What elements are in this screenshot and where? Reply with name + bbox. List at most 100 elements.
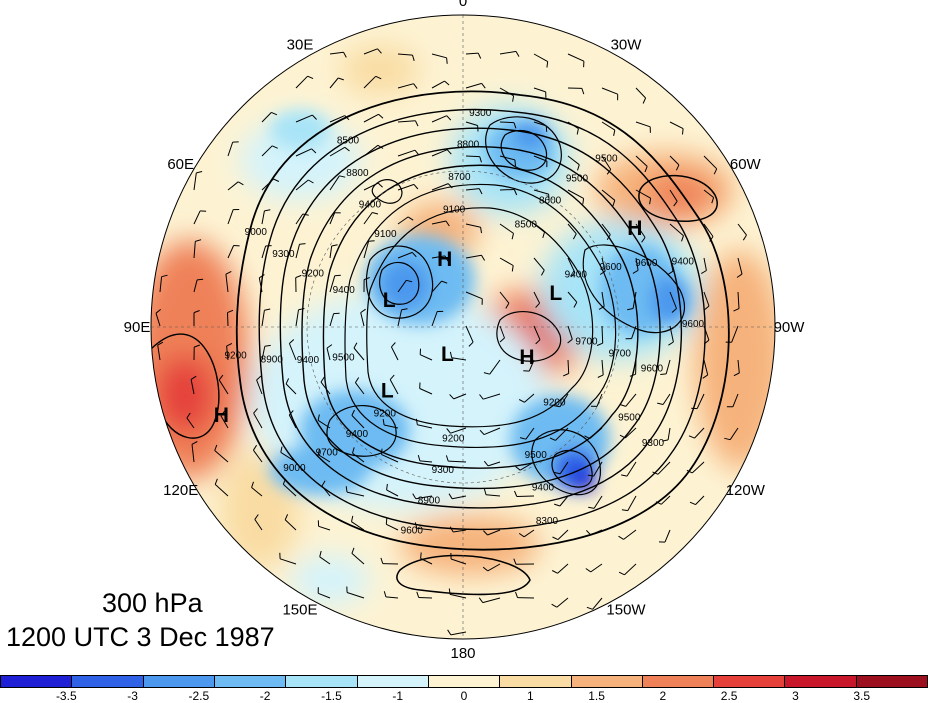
colorbar-tick-label: -2: [260, 689, 271, 703]
contour-label: 9400: [532, 483, 555, 494]
colorbar-tick-label: -1.5: [321, 689, 342, 703]
colorbar-swatch: [144, 676, 215, 687]
longitude-label: 180: [450, 645, 475, 662]
colorbar-swatches: [0, 675, 928, 688]
longitude-label: 150W: [606, 601, 646, 618]
contour-label: 9100: [443, 204, 466, 215]
contour-label: 9500: [525, 450, 548, 461]
high-pressure-marker: H: [519, 346, 534, 369]
wind-barb: [517, 496, 534, 497]
contour-label: 9700: [316, 447, 339, 458]
colorbar-swatch: [643, 676, 714, 687]
contour-label: 8800: [457, 140, 480, 151]
wind-barb-flag: [447, 58, 448, 64]
low-pressure-marker: L: [441, 343, 454, 366]
wind-barb-flag: [369, 241, 375, 242]
contour-label: 9400: [672, 257, 695, 268]
colorbar-tick-label: 2.5: [721, 689, 738, 703]
colorbar-tick-label: 3.5: [853, 689, 870, 703]
high-pressure-marker: H: [214, 404, 229, 427]
wind-barb: [568, 360, 569, 374]
colorbar-tick-label: -3.5: [56, 689, 77, 703]
contour-label: 8500: [337, 136, 360, 147]
contour-label: 8500: [515, 220, 538, 231]
contour-label: 8300: [536, 516, 559, 527]
contour-label: 9700: [575, 337, 598, 348]
colorbar-tick-label: -1: [392, 689, 403, 703]
colorbar-tick-label: 3: [792, 689, 799, 703]
contour-label: 9400: [346, 429, 369, 440]
colorbar-swatch: [714, 676, 785, 687]
contour-label: 9400: [359, 199, 382, 210]
contour-label: 9400: [297, 355, 320, 366]
colorbar-tick-label: 0: [461, 689, 468, 703]
contour-label: 8600: [539, 196, 562, 207]
low-pressure-marker: L: [381, 380, 394, 403]
contour-label: 9500: [566, 174, 589, 185]
colorbar-swatch: [1, 676, 72, 687]
contour-label: 9600: [401, 525, 424, 536]
colorbar-swatch: [215, 676, 286, 687]
contour-label: 9600: [599, 262, 622, 273]
longitude-label: 60E: [167, 156, 194, 173]
valid-time-title: 1200 UTC 3 Dec 1987: [6, 622, 275, 653]
longitude-label: 90W: [774, 319, 806, 336]
contour-label: 9400: [565, 269, 588, 280]
wind-barb: [500, 122, 514, 123]
wind-barb-flag: [300, 244, 306, 245]
pressure-level-title: 300 hPa: [102, 588, 203, 619]
contour-label: 9600: [635, 258, 658, 269]
longitude-label: 60W: [730, 156, 762, 173]
contour-label: 9200: [302, 268, 325, 279]
colorbar-swatch: [785, 676, 856, 687]
contour-label: 9200: [442, 434, 465, 445]
contour-label: 9300: [469, 108, 492, 119]
longitude-label: 0: [459, 0, 467, 10]
colorbar-swatch: [72, 676, 143, 687]
longitude-label: 150E: [282, 601, 317, 618]
contour-label: 9600: [641, 364, 664, 375]
high-pressure-marker: H: [437, 248, 452, 271]
colorbar-swatch: [358, 676, 429, 687]
wind-barb: [602, 326, 603, 343]
low-pressure-marker: L: [549, 282, 562, 305]
colorbar-tick-label: 2: [660, 689, 667, 703]
contour-label: 9500: [332, 353, 355, 364]
colorbar-swatch: [500, 676, 571, 687]
contour-label: 9600: [682, 319, 705, 330]
colorbar-swatch: [429, 676, 500, 687]
wind-barb-flag: [515, 160, 516, 166]
contour-label: 9500: [618, 413, 641, 424]
wind-barb: [228, 313, 229, 326]
longitude-label: 30W: [611, 37, 643, 54]
contour-label: 9000: [245, 227, 268, 238]
contour-label: 8700: [448, 172, 471, 183]
wind-barb-flag: [421, 553, 422, 559]
longitude-label: 30E: [287, 37, 314, 54]
contour-label: 9200: [224, 351, 247, 362]
contour-label: 8900: [261, 354, 284, 365]
colorbar-tick-label: -3: [127, 689, 138, 703]
wind-barb: [419, 598, 432, 599]
contour-label: 9300: [432, 465, 455, 476]
colorbar-swatch: [286, 676, 357, 687]
longitude-label: 120E: [163, 482, 198, 499]
wind-barb-flag: [386, 518, 387, 524]
contour-label: 8800: [346, 168, 369, 179]
contour-label: 8900: [418, 496, 441, 507]
wind-barb-flag: [683, 129, 684, 135]
contour-label: 9400: [333, 285, 356, 296]
colorbar-tick-label: 1.5: [588, 689, 605, 703]
contour-label: 9000: [283, 463, 306, 474]
colorbar-swatch: [857, 676, 927, 687]
polar-map: 9600 9500 9500 9200 9300 9400 9300 9200 8300 8900…: [0, 0, 928, 670]
longitude-label: 120W: [726, 482, 766, 499]
wind-barb: [466, 156, 480, 157]
wind-barb-flag: [197, 279, 203, 280]
longitude-label: 90E: [124, 319, 151, 336]
contour-label: 9300: [272, 249, 295, 260]
low-pressure-marker: L: [383, 289, 396, 312]
colorbar-tick-label: -2.5: [189, 689, 210, 703]
contour-label: 9200: [543, 398, 566, 409]
